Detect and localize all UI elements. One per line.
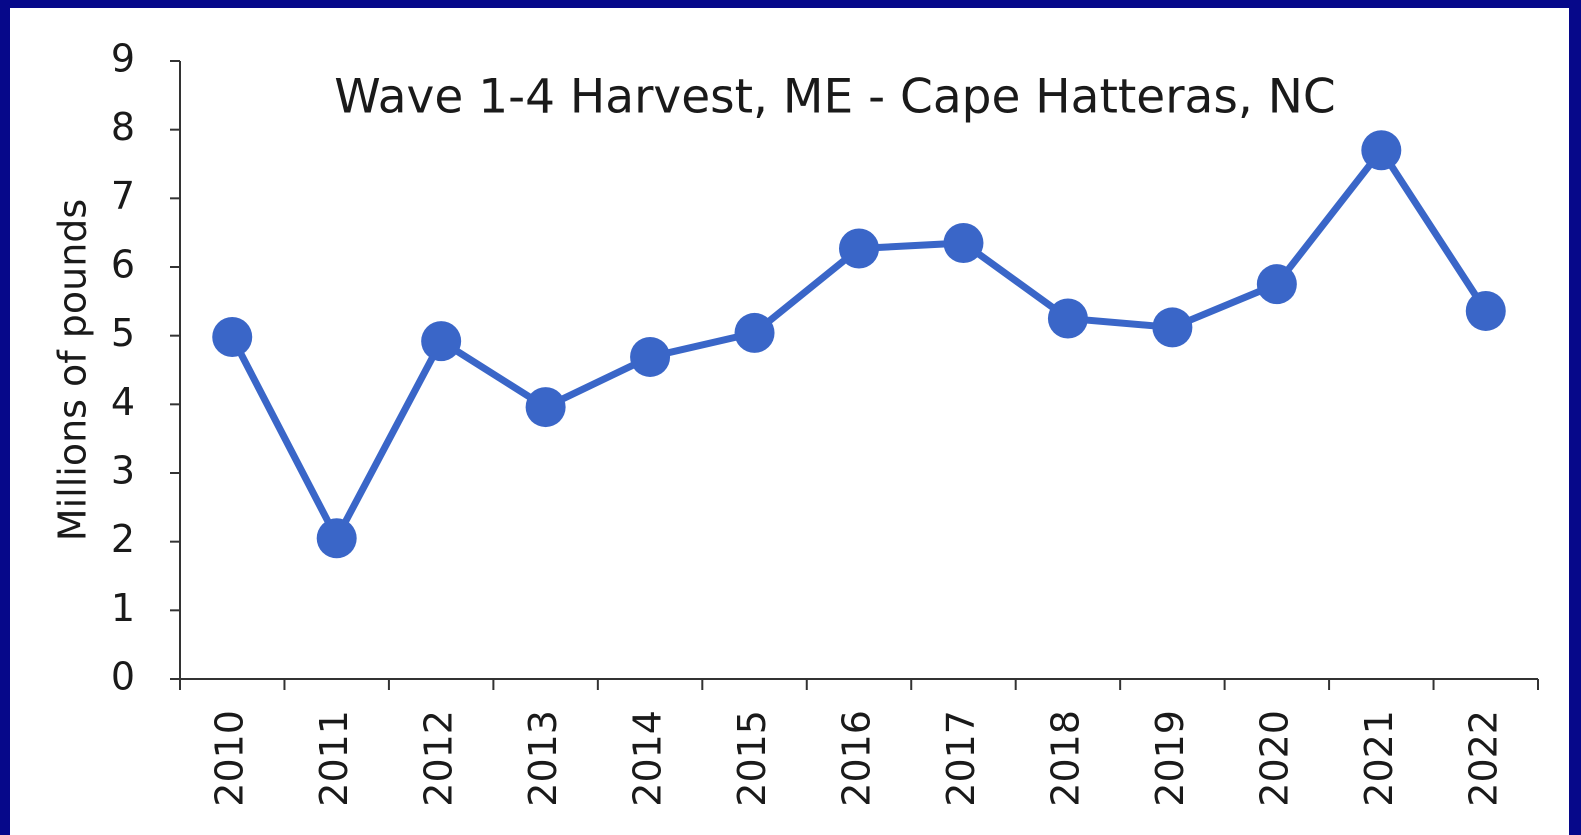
data-point bbox=[421, 321, 462, 362]
x-tick-label: 2022 bbox=[1461, 710, 1505, 807]
x-tick-label: 2017 bbox=[939, 710, 983, 807]
y-tick-label: 5 bbox=[111, 311, 135, 355]
y-tick-label: 3 bbox=[111, 449, 135, 493]
x-tick-label: 2014 bbox=[626, 710, 670, 807]
x-tick-label: 2015 bbox=[730, 710, 774, 807]
y-axis-label: Millions of pounds bbox=[51, 199, 95, 541]
y-tick-label: 1 bbox=[111, 586, 135, 630]
chart-title: Wave 1-4 Harvest, ME - Cape Hatteras, NC bbox=[334, 70, 1335, 125]
data-point bbox=[1465, 290, 1506, 331]
y-tick-label: 9 bbox=[111, 37, 135, 81]
x-tick-label: 2020 bbox=[1252, 710, 1296, 807]
y-tick-label: 0 bbox=[111, 655, 135, 699]
data-point bbox=[839, 228, 879, 269]
y-tick-label: 4 bbox=[111, 380, 135, 424]
data-point bbox=[212, 317, 253, 358]
data-point bbox=[1152, 307, 1193, 348]
data-point bbox=[734, 312, 775, 353]
x-tick-label: 2018 bbox=[1043, 710, 1087, 807]
x-tick-label: 2019 bbox=[1148, 710, 1192, 807]
x-tick-label: 2013 bbox=[521, 710, 565, 807]
x-tick-label: 2021 bbox=[1357, 710, 1401, 807]
plot-background bbox=[10, 8, 1569, 835]
data-point bbox=[1047, 298, 1088, 339]
data-point bbox=[316, 518, 357, 559]
data-point bbox=[525, 387, 566, 428]
x-tick-label: 2010 bbox=[208, 710, 252, 807]
y-tick-label: 2 bbox=[111, 517, 135, 561]
y-tick-label: 6 bbox=[111, 243, 135, 287]
y-tick-label: 8 bbox=[111, 105, 135, 149]
x-tick-label: 2011 bbox=[312, 710, 356, 807]
x-tick-label: 2012 bbox=[417, 710, 461, 807]
data-point bbox=[943, 222, 984, 263]
data-point bbox=[630, 336, 671, 377]
x-tick-label: 2016 bbox=[835, 710, 879, 807]
data-point bbox=[1361, 130, 1402, 171]
y-tick-label: 7 bbox=[111, 174, 135, 218]
data-point bbox=[1256, 264, 1297, 305]
